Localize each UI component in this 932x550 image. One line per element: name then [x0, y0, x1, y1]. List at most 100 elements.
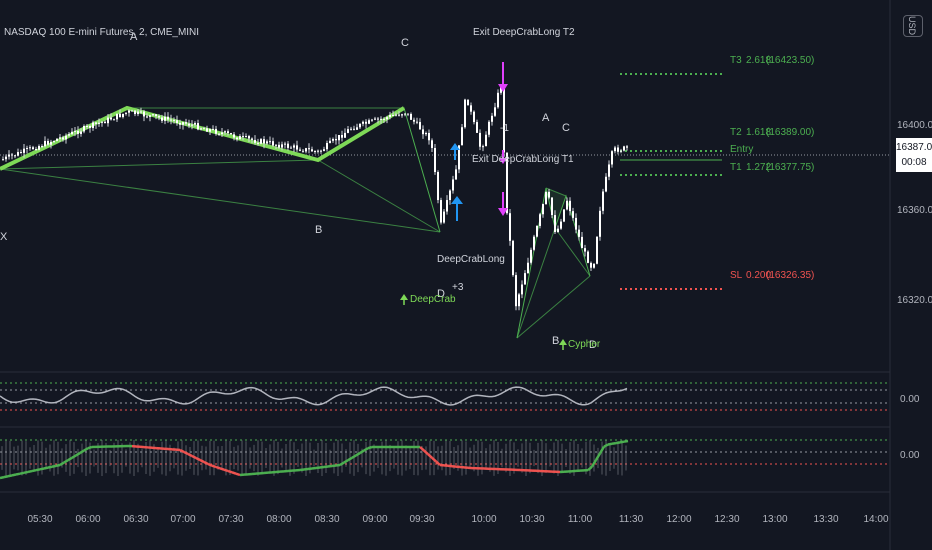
deepcrab-marker: DeepCrab: [400, 294, 456, 305]
signal-line-segment: [363, 447, 369, 452]
signal-line-segment: [335, 463, 341, 467]
candle-body: [581, 236, 583, 249]
x-tick-label: 07:00: [170, 514, 195, 525]
candle-body: [305, 148, 307, 152]
signal-line-segment: [231, 471, 237, 475]
candle-body: [137, 111, 139, 115]
signal-line-segment: [179, 448, 185, 454]
candle-body: [338, 135, 340, 141]
x-axis[interactable]: 05:30 06:00 06:30 07:00 07:30 08:00 08:30 09:00…: [27, 514, 888, 525]
signal-line-segment: [227, 469, 233, 474]
candle-body: [401, 114, 403, 116]
candle-body: [530, 249, 532, 263]
candle-body: [419, 122, 421, 130]
candle-body: [392, 114, 394, 116]
signal-line-segment: [3, 475, 9, 479]
candle-body: [224, 131, 226, 133]
candle-body: [86, 125, 88, 127]
candle-body: [125, 112, 127, 114]
candle-body: [596, 236, 598, 264]
candle-body: [263, 139, 265, 144]
t3-name: T3: [730, 55, 742, 66]
candle-body: [359, 123, 361, 128]
candle-body: [569, 200, 571, 212]
cypher-label-b: B: [552, 335, 559, 347]
candle-body: [371, 119, 373, 121]
signal-line-segment: [71, 454, 77, 459]
signal-line-segment: [323, 465, 329, 469]
candle-body: [89, 125, 91, 128]
candle-body: [446, 200, 448, 212]
candle-body: [152, 114, 154, 116]
y-tick-label: 16360.00: [897, 205, 932, 216]
candle-body: [551, 197, 553, 216]
minus1-label: -1: [500, 123, 509, 134]
x-tick-label: 05:30: [27, 514, 52, 525]
candle-body: [14, 155, 16, 157]
candle-body: [536, 225, 538, 237]
candle-body: [314, 151, 316, 153]
candle-body: [176, 120, 178, 123]
candle-body: [62, 137, 64, 140]
cypher-label-c: C: [562, 122, 570, 134]
signal-line-segment: [0, 475, 5, 480]
candle-body: [470, 105, 472, 112]
candle-body: [95, 122, 97, 124]
candle-body: [221, 132, 223, 135]
candle-body: [362, 121, 364, 124]
candle-body: [53, 141, 55, 143]
candle-body: [416, 121, 418, 123]
signal-line-segment: [59, 461, 65, 467]
candle-body: [443, 211, 445, 223]
candle-body: [623, 146, 625, 151]
x-tick-label: 12:00: [666, 514, 691, 525]
t3-price: (16423.50): [766, 55, 814, 66]
candle-body: [488, 121, 490, 135]
candle-body: [257, 142, 259, 144]
t1-price: (16377.75): [766, 162, 814, 173]
deepcrab-pattern: [0, 105, 441, 233]
candle-body: [2, 159, 4, 161]
signal-line-segment: [603, 443, 609, 448]
candle-body: [56, 138, 58, 142]
signal-line-segment: [615, 441, 621, 445]
candle-body: [68, 134, 70, 136]
entry-name: Entry: [730, 144, 753, 155]
candle-body: [143, 111, 145, 117]
candle-body: [500, 86, 502, 93]
exit-t1-label: Exit DeepCrabLong T1: [472, 154, 574, 165]
signal-line-segment: [215, 465, 221, 470]
candle-body: [602, 191, 604, 211]
candle-body: [59, 137, 61, 139]
candle-body: [230, 133, 232, 135]
candle-body: [626, 146, 628, 148]
candle-body: [356, 127, 358, 130]
y-axis[interactable]: 16400.00 16360.00 16320.00: [897, 120, 932, 306]
candle-body: [161, 117, 163, 121]
point-label-a: A: [130, 31, 138, 43]
candle-body: [425, 132, 427, 135]
x-tick-label: 08:30: [314, 514, 339, 525]
candle-body: [395, 114, 397, 116]
signal-line-segment: [63, 459, 69, 464]
candle-body: [227, 131, 229, 134]
oscillator-2: [0, 439, 890, 480]
candle-body: [218, 133, 220, 135]
candle-body: [452, 179, 454, 191]
candle-body: [398, 114, 400, 116]
candle-body: [323, 149, 325, 151]
candle-body: [11, 154, 13, 156]
candle-body: [275, 144, 277, 146]
candle-body: [122, 113, 124, 118]
candle-body: [431, 140, 433, 148]
candle-body: [575, 217, 577, 230]
candle-body: [413, 119, 415, 122]
currency-button[interactable]: USD: [903, 15, 923, 37]
candle-body: [542, 204, 544, 215]
candle-body: [8, 154, 10, 157]
candle-body: [182, 122, 184, 125]
signal-line-segment: [51, 464, 57, 468]
candle-body: [119, 113, 121, 118]
x-tick-label: 12:30: [714, 514, 739, 525]
